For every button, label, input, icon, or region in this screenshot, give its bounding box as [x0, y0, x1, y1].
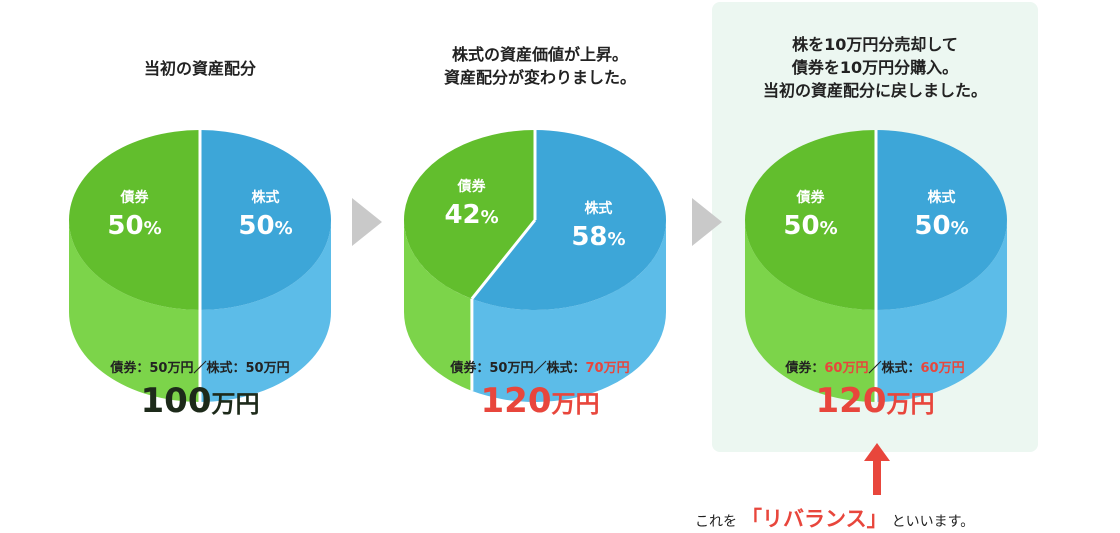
slice-percent: 42%	[444, 200, 498, 230]
stock-value: 70万円	[585, 361, 630, 376]
total-unit: 万円	[551, 390, 600, 418]
caption-line: 当初の資産配分	[143, 59, 256, 78]
stock-slice	[471, 130, 666, 310]
bond-label: 債券：	[450, 361, 490, 376]
stock-label: 株式：	[881, 361, 921, 376]
arrow-right-icon	[352, 198, 382, 246]
total-number: 120	[480, 381, 552, 421]
slice-label: 株式	[928, 189, 956, 206]
slice-percent: 50%	[107, 211, 161, 241]
slice-label: 債券	[796, 189, 826, 206]
slice-percent: 50%	[914, 211, 968, 241]
pie-chart-changed: 債券 42% 株式 58%	[404, 130, 666, 403]
bond-slice	[745, 130, 876, 310]
note-keyword: 「リバランス」	[741, 507, 888, 531]
bond-side	[404, 220, 472, 391]
panel-initial: 当初の資産配分 債券 50% 株式 50% 債券：50万円／株式：50万円 100万円	[30, 0, 370, 533]
total-unit: 万円	[211, 390, 260, 418]
total-number: 100	[140, 381, 212, 421]
note-before: これを	[695, 514, 737, 530]
stock-label: 株式：	[206, 361, 246, 376]
caption-line: 当初の資産配分に戻しました。	[762, 81, 987, 100]
separator: ／	[533, 361, 547, 376]
total-amount: 100万円	[30, 381, 370, 421]
total-amount: 120万円	[712, 381, 1038, 421]
stock-side	[876, 220, 1007, 402]
pie-chart-initial: 債券 50% 株式 50%	[69, 130, 331, 402]
arrow-up-icon	[864, 443, 890, 495]
total-unit: 万円	[886, 390, 935, 418]
stock-value: 50万円	[245, 361, 290, 376]
bond-label: 債券：	[110, 361, 150, 376]
allocation-summary: 債券：50万円／株式：50万円	[30, 357, 370, 376]
bond-value: 50万円	[489, 361, 534, 376]
bond-slice	[404, 130, 535, 299]
pie-chart-rebalanced: 債券 50% 株式 50%	[745, 130, 1007, 402]
rebalance-note: これを 「リバランス」 といいます。	[695, 503, 1075, 533]
panel-changed: 株式の資産価値が上昇。 資産配分が変わりました。 債券 42% 株式 58% 債券：5…	[370, 0, 710, 533]
allocation-summary: 債券：50万円／株式：70万円	[370, 357, 710, 376]
stock-slice	[200, 130, 331, 310]
slice-divider	[470, 219, 537, 300]
panel-caption: 株を10万円分売却して 債券を10万円分購入。 当初の資産配分に戻しました。	[712, 33, 1038, 102]
total-number: 120	[815, 381, 887, 421]
allocation-summary: 債券：60万円／株式：60万円	[712, 357, 1038, 376]
separator: ／	[193, 361, 207, 376]
panel-caption: 株式の資産価値が上昇。 資産配分が変わりました。	[370, 43, 710, 89]
bond-label: 債券：	[785, 361, 825, 376]
stock-side	[471, 220, 666, 403]
slice-percent: 50%	[783, 211, 837, 241]
caption-line: 株を10万円分売却して	[792, 35, 958, 54]
separator: ／	[868, 361, 882, 376]
stock-label: 株式：	[546, 361, 586, 376]
bond-slice	[69, 130, 200, 310]
stock-value: 60万円	[920, 361, 965, 376]
slice-label: 債券	[120, 189, 150, 206]
panel-caption: 当初の資産配分	[30, 57, 370, 80]
bond-value: 50万円	[149, 361, 194, 376]
note-after: といいます。	[891, 514, 975, 530]
stock-side	[200, 220, 331, 402]
slice-percent: 50%	[238, 211, 292, 241]
total-amount: 120万円	[370, 381, 710, 421]
caption-line: 資産配分が変わりました。	[443, 68, 636, 87]
bond-side	[69, 220, 200, 402]
arrow-right-icon	[692, 198, 722, 246]
caption-line: 債券を10万円分購入。	[791, 58, 959, 77]
slice-label: 株式	[252, 189, 280, 206]
bond-side	[745, 220, 876, 402]
slice-percent: 58%	[571, 222, 625, 252]
slice-label: 債券	[457, 178, 487, 195]
slice-label: 株式	[584, 200, 612, 217]
caption-line: 株式の資産価値が上昇。	[451, 45, 628, 64]
bond-value: 60万円	[824, 361, 869, 376]
stock-slice	[876, 130, 1007, 310]
panel-rebalanced: 株を10万円分売却して 債券を10万円分購入。 当初の資産配分に戻しました。 債…	[712, 0, 1038, 533]
